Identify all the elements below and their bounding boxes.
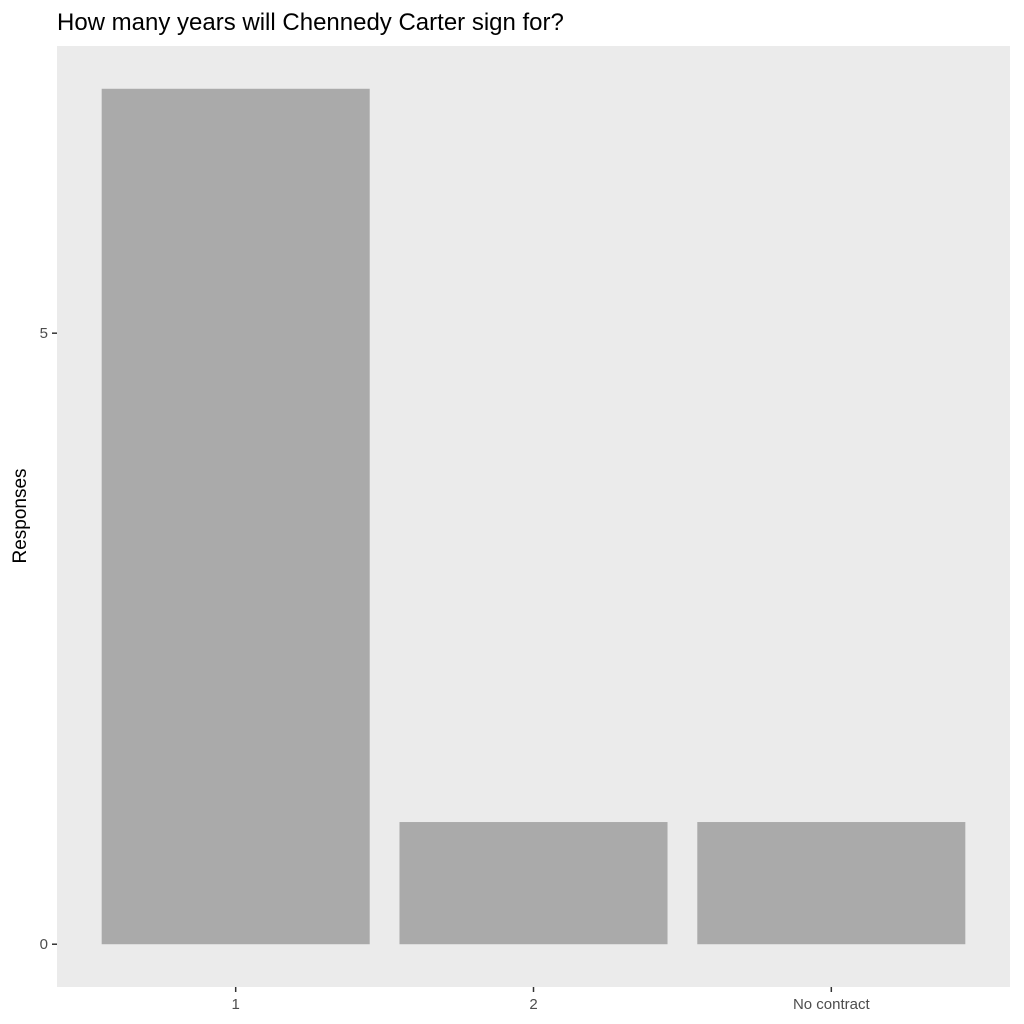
y-axis: 05: [40, 325, 57, 953]
chart-title: How many years will Chennedy Carter sign…: [57, 9, 564, 36]
bar-1: [101, 88, 370, 945]
bar-3: [697, 822, 966, 945]
bar-2: [399, 822, 668, 945]
x-tick-label-2: 2: [529, 996, 537, 1013]
bars: [101, 88, 966, 945]
x-tick-label-1: 1: [232, 996, 240, 1013]
x-axis: 1 2 No contract: [232, 987, 871, 1013]
x-tick-label-3: No contract: [793, 996, 871, 1013]
y-axis-label: Responses: [10, 468, 31, 563]
y-tick-label-2: 5: [40, 325, 48, 342]
y-tick-label-1: 0: [40, 936, 48, 953]
